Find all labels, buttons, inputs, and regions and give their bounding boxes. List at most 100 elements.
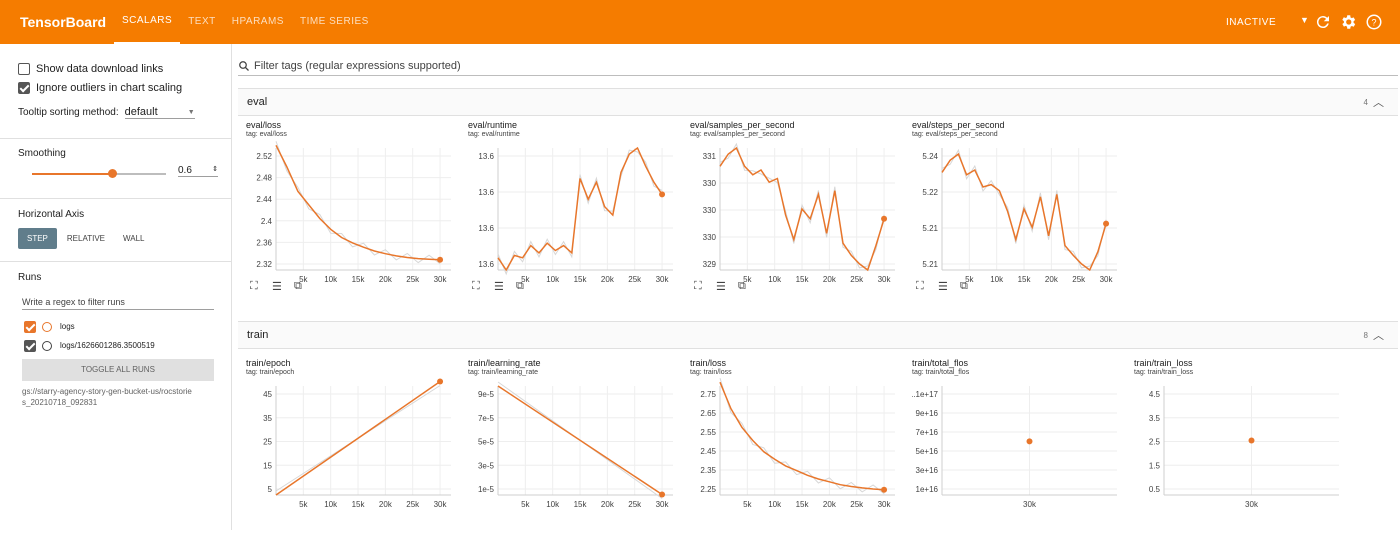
chart-svg[interactable]: 331 330 330 330 329 5k 10k 15k 20k 25k 30k <box>690 140 900 288</box>
chart-svg[interactable]: 9e-5 7e-5 5e-5 3e-5 1e-5 5k 10k 15k 20k 25k 30k <box>468 378 678 513</box>
series-point[interactable] <box>1248 437 1255 444</box>
fit-domain-icon[interactable]: ⧉ <box>960 280 968 292</box>
tab-hparams[interactable]: HPARAMS <box>231 16 284 27</box>
y-tick-label: 330 <box>703 233 717 242</box>
fit-domain-icon[interactable]: ⧉ <box>294 280 302 292</box>
y-tick-label: 4.5 <box>1149 390 1161 399</box>
y-tick-label: 0.5 <box>1149 485 1161 494</box>
chart-title: eval/samples_per_second <box>690 120 795 130</box>
app-title: TensorBoard <box>20 14 107 30</box>
data-table-icon[interactable]: ☰ <box>272 281 282 293</box>
x-tick-label: 20k <box>823 500 837 509</box>
y-tick-label: 330 <box>703 206 717 215</box>
show-download-checkbox[interactable]: Show data download links <box>18 59 213 78</box>
chart-svg[interactable]: 1.1e+17 9e+16 7e+16 5e+16 3e+16 1e+16 30k <box>912 378 1122 513</box>
toggle-all-runs-button[interactable]: TOGGLE ALL RUNS <box>22 359 214 381</box>
axis-wall-button[interactable]: WALL <box>123 234 145 243</box>
chevron-up-icon[interactable]: ︿ <box>1373 330 1384 342</box>
smoothing-input[interactable]: 0.6 ⇕ <box>178 165 218 177</box>
fullscreen-icon[interactable]: ⛶ <box>694 280 702 292</box>
x-tick-label: 5k <box>521 275 530 284</box>
y-tick-label: 5e+16 <box>916 447 939 456</box>
y-tick-label: 2.44 <box>256 195 272 204</box>
runs-filter-input[interactable]: Write a regex to filter runs <box>22 291 214 310</box>
chart-svg[interactable]: 45 35 25 15 5 5k 10k 15k 20k 25k 30k <box>246 378 456 513</box>
run-color-icon[interactable] <box>42 321 52 332</box>
x-tick-label: 30k <box>656 500 670 509</box>
gear-icon[interactable] <box>1339 13 1357 31</box>
series-point[interactable] <box>1026 438 1033 445</box>
tab-scalars[interactable]: SCALARS <box>114 0 181 44</box>
stepper-icon[interactable]: ⇕ <box>212 166 218 173</box>
series-point[interactable] <box>881 215 888 222</box>
series-point[interactable] <box>659 191 666 198</box>
fit-domain-icon[interactable]: ⧉ <box>516 280 524 292</box>
tab-text[interactable]: TEXT <box>188 16 216 27</box>
help-icon[interactable]: ? <box>1365 13 1383 31</box>
y-tick-label: 15 <box>263 461 272 470</box>
y-tick-label: 2.75 <box>700 390 716 399</box>
x-tick-label: 20k <box>379 500 393 509</box>
tooltip-sort-label: Tooltip sorting method: <box>18 107 119 118</box>
ignore-outliers-checkbox[interactable]: Ignore outliers in chart scaling <box>18 78 213 97</box>
chart-svg[interactable]: 13.6 13.6 13.6 13.6 5k 10k 15k 20k 25k 30k <box>468 140 678 288</box>
x-tick-label: 25k <box>1072 275 1086 284</box>
x-tick-label: 30k <box>1100 275 1114 284</box>
chart-svg[interactable]: 5.24 5.22 5.21 5.21 5k 10k 15k 20k 25k 30k <box>912 140 1122 288</box>
y-tick-label: 3.5 <box>1149 414 1161 423</box>
x-tick-label: 30k <box>1245 500 1259 509</box>
checkbox-checked[interactable] <box>18 81 30 94</box>
y-tick-label: 2.55 <box>700 428 716 437</box>
tooltip-sort-select[interactable]: default ▼ <box>124 106 195 119</box>
tab-time-series[interactable]: TIME SERIES <box>299 16 369 27</box>
chart-svg[interactable]: 2.52 2.48 2.44 2.4 2.36 2.32 5k 10k 15k 20k 25k 30k <box>246 140 456 288</box>
chevron-up-icon[interactable]: ︿ <box>1373 97 1384 109</box>
chart-card: eval/samples_per_second tag: eval/samples… <box>690 120 904 304</box>
series-point[interactable] <box>1103 220 1110 227</box>
run-color-icon[interactable] <box>42 340 52 351</box>
data-table-icon[interactable]: ☰ <box>716 281 726 293</box>
tag-filter[interactable]: Filter tags (regular expressions support… <box>238 56 1398 76</box>
y-tick-label: 2.35 <box>700 466 716 475</box>
chart-tag: tag: eval/samples_per_second <box>690 131 785 138</box>
fullscreen-icon[interactable]: ⛶ <box>250 280 258 292</box>
y-tick-label: 3e-5 <box>478 461 495 470</box>
axis-relative-button[interactable]: RELATIVE <box>66 234 105 243</box>
group-eval-header[interactable]: eval 4 ︿ <box>238 88 1398 116</box>
series-point[interactable] <box>437 256 444 263</box>
fullscreen-icon[interactable]: ⛶ <box>916 280 924 292</box>
refresh-icon[interactable] <box>1314 13 1332 31</box>
run-checkbox[interactable] <box>24 339 36 352</box>
checkbox-unchecked[interactable] <box>18 62 30 75</box>
y-tick-label: 13.6 <box>478 152 494 161</box>
status-dropdown[interactable]: INACTIVE <box>1226 17 1277 28</box>
run-row[interactable]: logs <box>24 317 213 336</box>
y-tick-label: 13.6 <box>478 260 494 269</box>
y-tick-label: 2.36 <box>256 238 272 247</box>
group-train-header[interactable]: train 8 ︿ <box>238 321 1398 349</box>
slider-thumb[interactable] <box>108 169 118 178</box>
run-checkbox[interactable] <box>24 320 36 333</box>
axis-options: STEP RELATIVE WALL <box>18 228 213 249</box>
fullscreen-icon[interactable]: ⛶ <box>472 280 480 292</box>
data-table-icon[interactable]: ☰ <box>938 281 948 293</box>
chart-card: train/learning_rate tag: train/learning_r… <box>468 358 682 542</box>
horizontal-axis-section: Horizontal Axis STEP RELATIVE WALL <box>0 199 231 262</box>
group-name: train <box>247 329 269 341</box>
series-point[interactable] <box>659 491 666 498</box>
run-path: gs://starry-agency-story-gen-bucket-us/r… <box>22 387 192 407</box>
series-point[interactable] <box>437 378 444 385</box>
chevron-down-icon[interactable]: ▼ <box>1300 15 1309 25</box>
run-row[interactable]: logs/1626601286.3500519 <box>24 336 213 355</box>
data-table-icon[interactable]: ☰ <box>494 281 504 293</box>
series-point[interactable] <box>881 486 888 493</box>
chart-svg[interactable]: 4.5 3.5 2.5 1.5 0.5 30k <box>1134 378 1344 513</box>
x-tick-label: 25k <box>628 275 642 284</box>
axis-step-button[interactable]: STEP <box>18 228 57 249</box>
series-line <box>497 146 663 272</box>
series-line <box>275 380 441 496</box>
x-tick-label: 5k <box>965 275 974 284</box>
fit-domain-icon[interactable]: ⧉ <box>738 280 746 292</box>
y-tick-label: 25 <box>263 438 272 447</box>
chart-svg[interactable]: 2.75 2.65 2.55 2.45 2.35 2.25 5k 10k 15k 20k 25k 30… <box>690 378 900 513</box>
